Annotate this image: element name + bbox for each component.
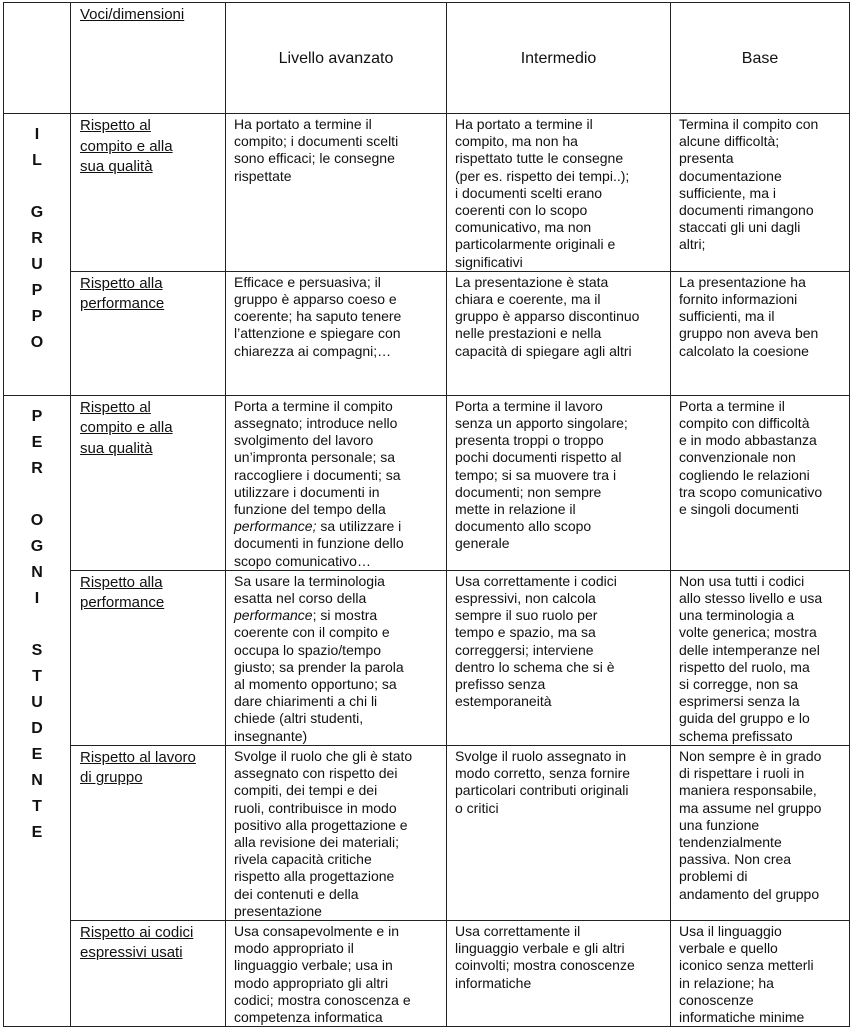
group-label-letter: O	[30, 511, 44, 529]
group-label-letter: P	[31, 407, 43, 425]
level-advanced-cell: Porta a termine il compito assegnato; in…	[225, 394, 447, 571]
level-header-advanced: Livello avanzato	[225, 2, 447, 114]
dimension-cell: Rispetto al lavoro di gruppo	[70, 744, 226, 921]
rubric-row: Rispetto alla performance Efficace e pers…	[4, 270, 850, 396]
level-header-intermediate: Intermedio	[446, 2, 671, 114]
group-label-letter: P	[31, 308, 43, 325]
dimension-label: Rispetto ai codici espressivi usati	[80, 923, 194, 962]
group-label-letter: S	[31, 641, 43, 659]
dimensions-header-label: Voci/dimensioni	[80, 6, 185, 23]
dimension-label: Rispetto alla performance	[80, 573, 165, 612]
group-label-letter: P	[31, 282, 43, 299]
group-label-letter: U	[31, 693, 43, 711]
cell-text: Ha portato a termine il compito, ma non …	[455, 116, 630, 270]
group-label-letter: R	[31, 230, 43, 247]
group-label-letter: R	[31, 459, 43, 477]
group-label-letter: T	[32, 797, 42, 815]
rubric-row: P E R O G N I S T U D E N T E Rispetto al compito e all…	[3, 394, 850, 1027]
level-advanced-cell: Efficace e persuasiva; il gruppo è appar…	[225, 270, 447, 396]
header-row: Voci/dimensioni Livello avanzato Interme…	[3, 2, 850, 114]
group-label-letter: L	[32, 152, 42, 169]
cell-text: La presentazione è stata chiara e coeren…	[455, 273, 640, 359]
dimension-cell: Rispetto alla performance	[70, 569, 226, 746]
group-label-letter: G	[30, 537, 44, 555]
rubric-row: I L G R U P P O Rispetto al compito e alla sua q…	[3, 113, 850, 396]
evaluation-rubric-table: Voci/dimensioni Livello avanzato Interme…	[3, 2, 850, 1027]
cell-text: Usa correttamente il linguaggio verbale …	[455, 922, 635, 991]
rubric-row: Rispetto alla performance Sa usare la ter…	[4, 569, 850, 746]
cell-text: Non sempre è in grado di rispettare i ru…	[679, 747, 822, 902]
level-intermediate-cell: Porta a termine il lavoro senza un appor…	[446, 394, 671, 571]
group-label-letter: I	[34, 589, 40, 607]
italic-text: performance	[234, 607, 313, 624]
group-label-letter: T	[32, 667, 42, 685]
group-label-letter: D	[31, 719, 43, 737]
corner-cell	[3, 2, 71, 114]
level-intermediate-cell: Svolge il ruolo assegnato in modo corret…	[446, 744, 671, 921]
dimension-label: Rispetto al compito e alla sua qualità	[80, 398, 173, 457]
cell-text: Usa correttamente i codici espressivi, n…	[455, 572, 617, 710]
group-label-letter: G	[30, 204, 44, 221]
cell-text: Usa il linguaggio verbale e quello iconi…	[679, 922, 814, 1025]
cell-text: La presentazione ha fornito informazioni…	[679, 273, 819, 359]
cell-text: Ha portato a termine il compito; i docum…	[234, 116, 399, 184]
cell-text: Svolge il ruolo assegnato in modo corret…	[455, 747, 631, 816]
group-label-letter: U	[31, 256, 43, 273]
group-label-letter: I	[34, 126, 40, 143]
group-label-letter	[5, 482, 70, 508]
cell-text: Non usa tutti i codici allo stesso livel…	[679, 572, 823, 744]
cell-text: Svolge il ruolo che gli è stato assegnat…	[234, 747, 413, 919]
level-advanced-cell: Ha portato a termine il compito; i docum…	[225, 113, 447, 272]
level-base-cell: Porta a termine il compito con difficolt…	[670, 394, 850, 571]
group-label-letter: N	[31, 563, 43, 581]
cell-text: Porta a termine il compito assegnato; in…	[234, 397, 401, 518]
level-base-cell: Usa il linguaggio verbale e quello iconi…	[670, 919, 850, 1027]
dimension-label: Rispetto al compito e alla sua qualità	[80, 117, 173, 175]
level-intermediate-cell: Ha portato a termine il compito, ma non …	[446, 113, 671, 272]
group-label-letter: O	[30, 334, 44, 351]
group-label-letter	[5, 174, 70, 200]
italic-text: performance;	[234, 518, 317, 535]
group-label-letter	[5, 612, 70, 638]
dimension-cell: Rispetto al compito e alla sua qualità	[70, 394, 226, 571]
dimension-cell: Rispetto ai codici espressivi usati	[70, 919, 226, 1027]
group-label-letter: E	[31, 745, 43, 763]
dimension-label: Rispetto alla performance	[80, 274, 165, 313]
cell-text: Usa consapevolmente e in modo appropriat…	[234, 922, 411, 1025]
cell-text: Termina il compito con alcune difficoltà…	[679, 116, 819, 253]
level-base-cell: Non usa tutti i codici allo stesso livel…	[670, 569, 850, 746]
level-base-cell: Termina il compito con alcune difficoltà…	[670, 113, 850, 272]
group-label-letter: E	[31, 823, 43, 841]
cell-text: Porta a termine il compito con difficolt…	[679, 397, 823, 518]
rubric-row: Rispetto ai codici espressivi usati Usa c…	[4, 919, 850, 1027]
cell-text: ; si mostra coerente con il compito e oc…	[234, 607, 404, 744]
rubric-row: Rispetto al lavoro di gruppo Svolge il ru…	[4, 744, 850, 921]
group-label-letter: N	[31, 771, 43, 789]
level-advanced-cell: Usa consapevolmente e in modo appropriat…	[225, 919, 447, 1027]
level-intermediate-cell: Usa correttamente il linguaggio verbale …	[446, 919, 671, 1027]
level-advanced-cell: Sa usare la terminologia esatta nel cors…	[225, 569, 447, 746]
level-intermediate-cell: La presentazione è stata chiara e coeren…	[446, 270, 671, 396]
cell-text: sa utilizzare i documenti in funzione de…	[234, 518, 404, 569]
level-base-cell: La presentazione ha fornito informazioni…	[670, 270, 850, 396]
dimension-cell: Rispetto al compito e alla sua qualità	[70, 113, 226, 272]
dimension-label: Rispetto al lavoro di gruppo	[80, 748, 196, 787]
level-header-base: Base	[670, 2, 850, 114]
level-intermediate-cell: Usa correttamente i codici espressivi, n…	[446, 569, 671, 746]
cell-text: Porta a termine il lavoro senza un appor…	[455, 397, 628, 552]
dimension-cell: Rispetto alla performance	[70, 270, 226, 396]
level-advanced-cell: Svolge il ruolo che gli è stato assegnat…	[225, 744, 447, 921]
group-label-letter: E	[31, 433, 43, 451]
cell-text: Sa usare la terminologia esatta nel cors…	[234, 572, 385, 607]
dimensions-header: Voci/dimensioni	[70, 2, 226, 114]
cell-text: Efficace e persuasiva; il gruppo è appar…	[234, 273, 402, 359]
level-base-cell: Non sempre è in grado di rispettare i ru…	[670, 744, 850, 921]
